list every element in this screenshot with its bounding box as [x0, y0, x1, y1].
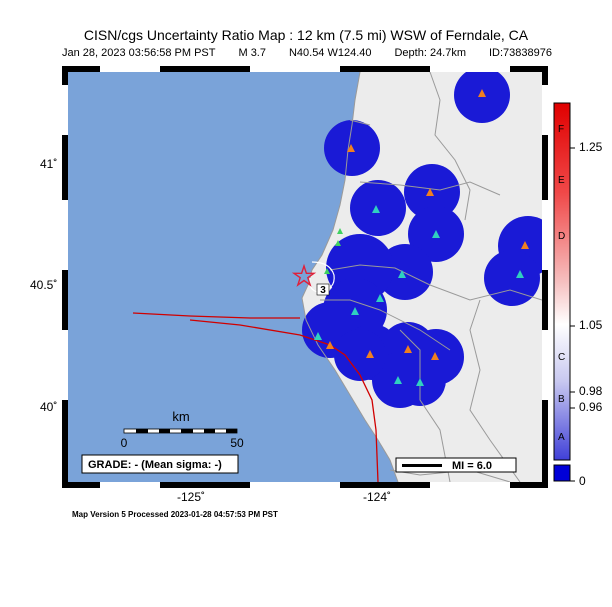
- station-label-box: [316, 283, 330, 296]
- station-marker: [394, 376, 402, 384]
- station-marker: [314, 332, 322, 340]
- processed-footer: Map Version 5 Processed 2023-01-28 04:57…: [72, 510, 278, 519]
- station-marker: [516, 270, 524, 278]
- station-marker: [337, 228, 343, 234]
- lon-tick-124: -124˚: [363, 490, 392, 504]
- colorbar-gradient: [553, 102, 571, 461]
- event-date: Jan 28, 2023 03:56:58 PM PST: [62, 47, 216, 59]
- lat-tick-40: 40˚: [40, 400, 58, 414]
- epicenter-star-icon: [291, 263, 317, 287]
- station-marker: [431, 352, 439, 360]
- station-marker: [521, 241, 529, 249]
- station-marker: [426, 188, 434, 196]
- station-marker: [351, 307, 359, 315]
- colorbar-letter-b: B: [558, 394, 565, 405]
- colorbar-letter-c: C: [558, 352, 566, 363]
- event-magnitude: M 3.7: [238, 47, 266, 59]
- station-label: 3: [320, 285, 326, 296]
- lat-tick-40-5: 40.5˚: [30, 278, 58, 292]
- colorbar-letter-a: A: [558, 432, 565, 443]
- station-marker: [335, 240, 341, 246]
- station-marker: [324, 268, 330, 274]
- station-marker: [326, 341, 334, 349]
- station-marker: [347, 144, 355, 152]
- lat-tick-41: 41˚: [40, 157, 58, 171]
- colorbar-label-0-98: 0.98: [579, 384, 603, 398]
- colorbar-zero-swatch: [553, 464, 571, 482]
- scale-end: 50: [230, 436, 244, 450]
- colorbar-letter-f: F: [558, 124, 565, 135]
- grade-text: GRADE: - (Mean sigma: -): [88, 459, 222, 471]
- map-title: CISN/cgs Uncertainty Ratio Map : 12 km (…: [83, 27, 529, 43]
- colorbar-label-1-25: 1.25: [579, 140, 603, 154]
- station-marker: [398, 270, 406, 278]
- scale-start: 0: [121, 436, 128, 450]
- station-marker: [478, 89, 486, 97]
- colorbar-label-1-05: 1.05: [579, 318, 603, 332]
- seismic-stations: [314, 89, 529, 386]
- mi-legend-line: [402, 464, 442, 467]
- mi-legend-box: [395, 457, 517, 473]
- station-marker: [432, 230, 440, 238]
- mi-legend-text: MI = 6.0: [452, 460, 492, 472]
- colorbar-label-0-96: 0.96: [579, 400, 603, 414]
- event-info: Jan 28, 2023 03:56:58 PM PST M 3.7 N40.5…: [62, 47, 552, 59]
- colorbar-ticks: [570, 147, 575, 482]
- intensity-contour: [309, 261, 335, 293]
- grade-box: [81, 454, 239, 474]
- station-marker: [372, 205, 380, 213]
- colorbar-letter-e: E: [558, 175, 565, 186]
- fault-lines: [132, 312, 379, 482]
- scale-bar: [123, 428, 238, 434]
- event-location: N40.54 W124.40: [288, 47, 372, 59]
- event-id: ID:73838976: [489, 47, 552, 59]
- station-marker: [404, 345, 412, 353]
- scale-unit: km: [172, 409, 189, 424]
- station-marker: [366, 350, 374, 358]
- station-marker: [376, 294, 384, 302]
- lon-tick-125: -125˚: [177, 490, 206, 504]
- colorbar-letter-d: D: [558, 231, 566, 242]
- station-marker: [416, 378, 424, 386]
- event-depth: Depth: 24.7km: [394, 47, 467, 59]
- colorbar-label-0: 0: [579, 474, 586, 488]
